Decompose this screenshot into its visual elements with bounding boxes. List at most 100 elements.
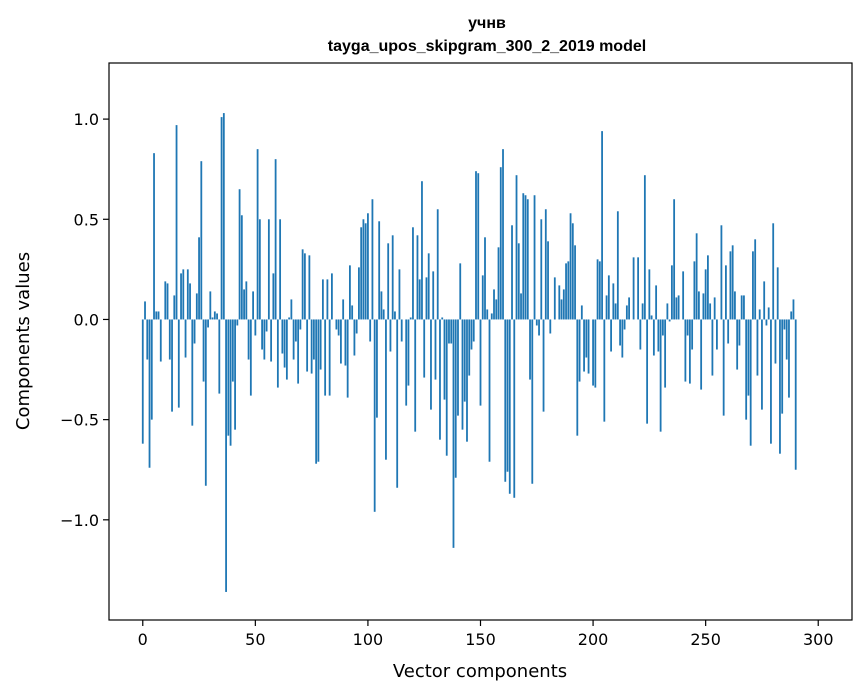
bar bbox=[310, 319, 313, 374]
y-tick-label: 0.5 bbox=[74, 210, 99, 229]
bar bbox=[150, 319, 153, 420]
bar bbox=[222, 113, 225, 320]
bar bbox=[364, 223, 367, 320]
bar bbox=[324, 319, 327, 396]
bar bbox=[184, 319, 187, 358]
bar bbox=[227, 319, 230, 436]
bar bbox=[263, 319, 266, 360]
bar bbox=[587, 319, 590, 374]
bar bbox=[486, 309, 489, 320]
bar bbox=[621, 319, 624, 358]
bar bbox=[524, 195, 527, 320]
bar bbox=[531, 319, 534, 484]
bar bbox=[146, 319, 149, 360]
bar bbox=[321, 279, 324, 320]
bar bbox=[668, 319, 671, 322]
bar bbox=[439, 319, 441, 440]
x-tick-label: 100 bbox=[353, 630, 384, 649]
bar bbox=[349, 265, 351, 320]
bar bbox=[457, 319, 459, 416]
bar bbox=[353, 319, 356, 356]
bar bbox=[707, 255, 709, 320]
bar bbox=[416, 235, 419, 320]
bar bbox=[344, 319, 347, 366]
bar bbox=[673, 199, 676, 320]
bar bbox=[319, 319, 322, 370]
bar bbox=[772, 223, 775, 320]
bar bbox=[148, 319, 151, 468]
bar bbox=[495, 299, 498, 320]
bar bbox=[283, 319, 286, 368]
bar bbox=[351, 305, 354, 320]
bar bbox=[378, 221, 381, 320]
bar bbox=[382, 309, 385, 320]
bar bbox=[256, 149, 259, 320]
bar bbox=[695, 233, 698, 320]
bar bbox=[738, 319, 741, 346]
bar bbox=[716, 319, 718, 350]
bar bbox=[157, 311, 160, 320]
bar bbox=[355, 319, 358, 334]
bar bbox=[794, 319, 797, 470]
y-tick-label: −0.5 bbox=[60, 411, 99, 430]
bar bbox=[252, 291, 254, 320]
bar bbox=[479, 319, 482, 406]
bar bbox=[605, 295, 608, 320]
bar bbox=[308, 255, 311, 320]
bar bbox=[734, 291, 736, 320]
bar bbox=[502, 149, 504, 320]
bar bbox=[544, 209, 547, 320]
bar bbox=[412, 227, 414, 320]
bar bbox=[661, 319, 664, 336]
bar bbox=[198, 237, 200, 320]
bar bbox=[335, 319, 338, 330]
x-tick-label: 250 bbox=[690, 630, 721, 649]
bar bbox=[601, 131, 603, 320]
bar bbox=[643, 175, 646, 320]
bar bbox=[209, 291, 212, 320]
x-tick-label: 150 bbox=[465, 630, 496, 649]
bar bbox=[607, 275, 610, 320]
bar bbox=[542, 319, 545, 412]
bar bbox=[405, 319, 408, 406]
bar bbox=[594, 319, 597, 388]
bar bbox=[790, 311, 793, 320]
bar bbox=[292, 319, 295, 360]
bar bbox=[331, 273, 333, 320]
bar bbox=[745, 319, 748, 420]
bar bbox=[592, 319, 594, 386]
bar bbox=[664, 319, 667, 388]
bar bbox=[461, 319, 464, 430]
bar bbox=[166, 283, 169, 320]
bar bbox=[698, 291, 700, 320]
bar bbox=[254, 319, 257, 336]
bar bbox=[571, 223, 574, 320]
bar bbox=[515, 175, 518, 320]
bar bbox=[767, 307, 770, 320]
bar bbox=[655, 285, 658, 320]
bar bbox=[380, 291, 383, 320]
bar bbox=[547, 241, 549, 320]
bar bbox=[558, 285, 561, 320]
bar bbox=[144, 301, 146, 320]
bar bbox=[513, 319, 516, 498]
bar bbox=[639, 319, 642, 350]
bar bbox=[267, 219, 270, 320]
y-tick-label: 0.0 bbox=[74, 310, 99, 329]
bar bbox=[270, 319, 273, 362]
bar bbox=[191, 319, 194, 426]
bar bbox=[562, 289, 565, 320]
bar bbox=[533, 195, 536, 320]
bar bbox=[477, 173, 480, 320]
bar bbox=[504, 319, 507, 482]
bar bbox=[752, 251, 754, 320]
bar bbox=[481, 275, 484, 320]
bar bbox=[141, 319, 144, 444]
bars-group bbox=[141, 113, 797, 592]
bar bbox=[569, 213, 572, 320]
bar bbox=[285, 319, 288, 380]
bar bbox=[376, 319, 378, 418]
bar bbox=[675, 297, 678, 320]
y-axis-label: Components values bbox=[13, 252, 34, 430]
bar bbox=[623, 319, 626, 330]
